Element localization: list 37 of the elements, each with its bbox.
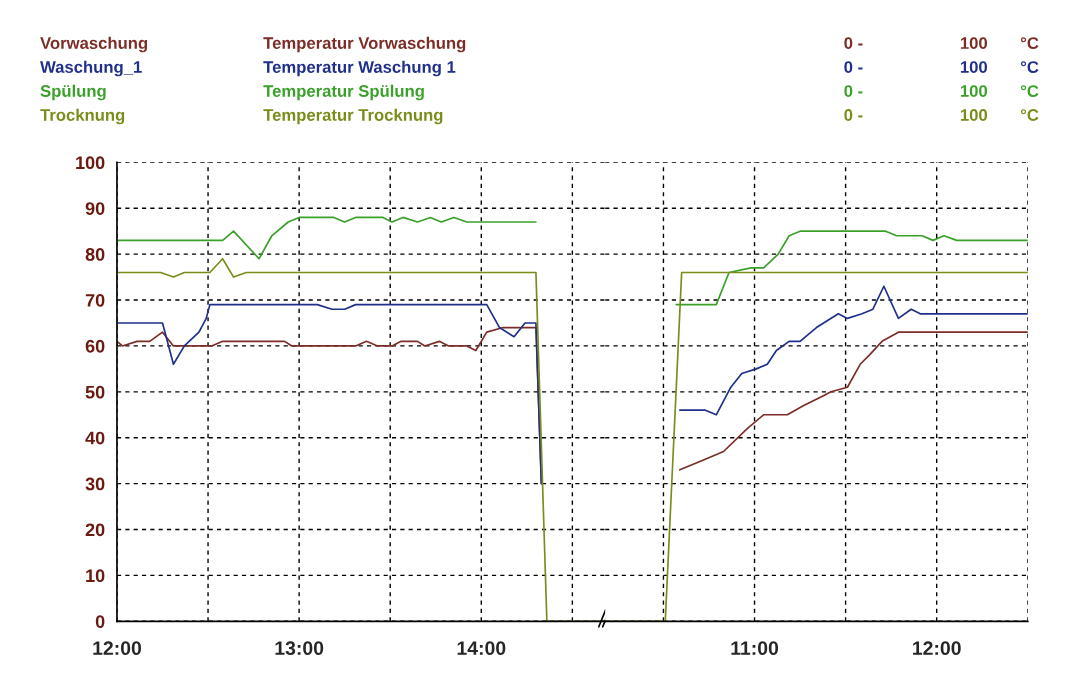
text: 0 - <box>844 37 863 49</box>
text: Trocknung <box>40 108 125 125</box>
y-tick-label: 20 <box>85 523 105 537</box>
text: 0 - <box>844 61 863 73</box>
text: 100 <box>960 37 988 49</box>
x-tick-label: 14:00 <box>457 641 506 656</box>
text: °C <box>1020 85 1039 97</box>
y-tick-label: 100 <box>76 156 105 170</box>
text: 100 <box>960 85 988 97</box>
text: Spülung <box>40 84 106 101</box>
text: °C <box>1020 37 1039 49</box>
text: Waschung_1 <box>40 60 142 77</box>
y-tick-label: 70 <box>85 293 105 307</box>
text: °C <box>1020 109 1039 121</box>
x-tick-label: 12:00 <box>93 641 142 656</box>
text: Vorwaschung <box>40 36 147 53</box>
text: 0 - <box>844 109 863 121</box>
y-tick-label: 10 <box>86 569 105 583</box>
text: °C <box>1020 61 1039 73</box>
line-series <box>116 216 537 260</box>
y-tick-label: 40 <box>85 431 105 445</box>
y-tick-label: 30 <box>85 477 105 491</box>
y-tick-label: 0 <box>95 615 105 629</box>
y-tick-label: 80 <box>85 248 105 261</box>
text: 100 <box>960 109 988 121</box>
x-tick-label: 11:00 <box>731 641 779 656</box>
y-tick-label: 50 <box>85 385 105 399</box>
text: Temperatur Waschung 1 <box>263 60 456 77</box>
text: Temperatur Trocknung <box>263 108 443 125</box>
x-tick-label: 12:00 <box>913 641 961 656</box>
x-tick-label: 13:00 <box>275 641 324 656</box>
text: 100 <box>960 61 988 73</box>
text: Temperatur Spülung <box>263 84 424 101</box>
y-tick-label: 60 <box>85 339 105 353</box>
text: Temperatur Vorwaschung <box>263 36 466 53</box>
y-tick-label: 90 <box>85 202 105 215</box>
text: 0 - <box>844 85 863 97</box>
